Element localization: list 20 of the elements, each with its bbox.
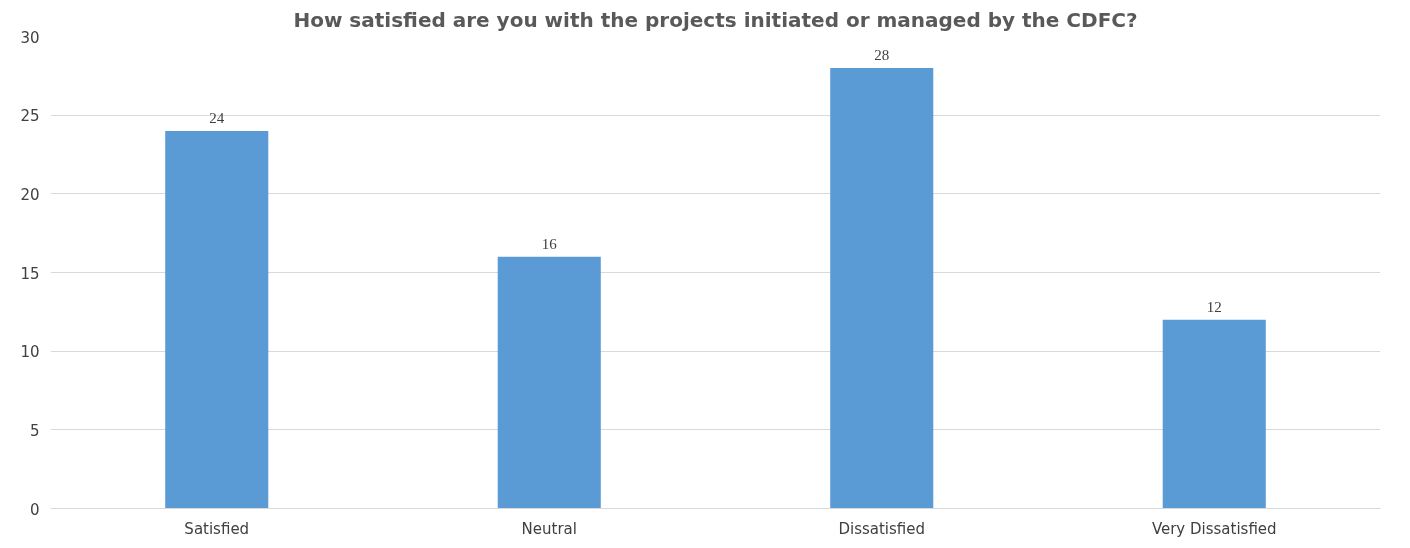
y-tick-label: 5 — [29, 421, 40, 440]
y-tick-label: 0 — [29, 500, 40, 519]
y-tick-label: 25 — [20, 107, 40, 126]
x-tick-label: Satisfied — [184, 519, 250, 538]
y-tick-label: 20 — [20, 185, 40, 204]
bar — [497, 256, 601, 509]
data-label: 12 — [1206, 298, 1222, 315]
data-label: 16 — [541, 235, 558, 252]
bar — [1162, 319, 1266, 509]
x-tick-label: Neutral — [521, 519, 577, 538]
bar — [830, 67, 934, 509]
data-label: 28 — [874, 46, 890, 63]
y-tick-label: 10 — [20, 343, 40, 362]
y-tick-label: 30 — [20, 28, 40, 47]
x-tick-label: Dissatisfied — [838, 519, 926, 538]
bar — [165, 130, 269, 509]
x-tick-label: Very Dissatisfied — [1151, 519, 1277, 538]
y-tick-label: 15 — [20, 264, 40, 283]
data-label: 24 — [209, 109, 225, 126]
chart-title: How satisfied are you with the projects initiated or managed by the CDFC? — [293, 7, 1138, 32]
